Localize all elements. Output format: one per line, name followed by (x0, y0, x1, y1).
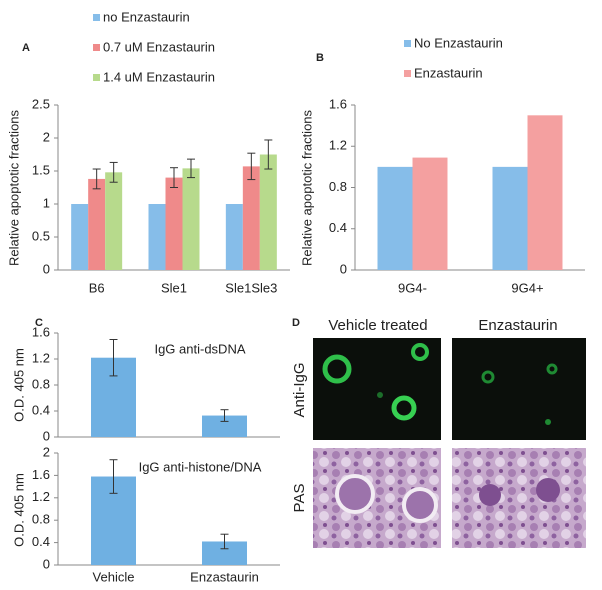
x-tick-label: B6 (89, 280, 105, 295)
x-tick-label: Sle1 (161, 280, 187, 295)
y-tick-label: 1.5 (32, 162, 50, 177)
legend-swatch (93, 74, 100, 81)
panel-label: C (35, 317, 43, 329)
x-tick-label: 9G4- (398, 280, 427, 295)
micrograph (313, 448, 441, 548)
legend-label: Enzastaurin (414, 65, 483, 80)
y-tick-label: 1.6 (32, 467, 50, 482)
y-tick-label: 0.4 (329, 220, 347, 235)
panel-label: A (22, 42, 30, 54)
y-axis-label: O.D. 405 nm (11, 473, 26, 547)
y-tick-label: 2 (43, 129, 50, 144)
y-axis-label: Relative apoptotic fractions (6, 109, 21, 266)
bar (202, 415, 247, 437)
bar (105, 172, 123, 270)
legend-label: no Enzastaurin (103, 9, 190, 24)
y-tick-label: 1 (43, 195, 50, 210)
row-title: PAS (291, 484, 308, 513)
bar (527, 115, 563, 270)
bar (182, 168, 200, 270)
panel-label: B (316, 52, 324, 64)
x-tick-label: 9G4+ (511, 280, 543, 295)
bar (225, 204, 243, 270)
column-title: Enzastaurin (478, 317, 557, 334)
legend-label: No Enzastaurin (414, 35, 503, 50)
y-tick-label: 1.2 (32, 489, 50, 504)
bar (412, 157, 448, 270)
bar (148, 204, 166, 270)
y-tick-label: 0 (340, 261, 347, 276)
x-tick-label: Sle1Sle3 (225, 280, 277, 295)
micrograph (452, 338, 586, 440)
bar (377, 166, 413, 270)
micrograph (452, 448, 586, 548)
legend-label: 0.7 uM Enzastaurin (103, 39, 215, 54)
y-tick-label: 0.4 (32, 402, 50, 417)
legend-swatch (93, 44, 100, 51)
annotation: IgG anti-histone/DNA (139, 459, 262, 474)
bar (88, 178, 106, 270)
y-tick-label: 1.2 (32, 350, 50, 365)
y-tick-label: 1.2 (329, 138, 347, 153)
y-tick-label: 0 (43, 556, 50, 571)
bar (71, 204, 89, 270)
bar (492, 166, 528, 270)
y-tick-label: 0.8 (32, 376, 50, 391)
bar (242, 166, 260, 270)
y-axis-label: Relative apoptotic fractions (299, 109, 314, 266)
bar (202, 541, 247, 565)
y-tick-label: 0.8 (329, 179, 347, 194)
row-title: Anti-IgG (291, 362, 308, 417)
y-tick-label: 0 (43, 428, 50, 443)
y-tick-label: 2.5 (32, 96, 50, 111)
bar (165, 177, 183, 270)
legend-swatch (93, 14, 100, 21)
y-tick-label: 0 (43, 261, 50, 276)
column-title: Vehicle treated (328, 317, 427, 334)
micrograph (313, 338, 441, 440)
y-tick-label: 2 (43, 444, 50, 459)
y-tick-label: 0.8 (32, 512, 50, 527)
y-tick-label: 1.6 (32, 324, 50, 339)
y-axis-label: O.D. 405 nm (11, 348, 26, 422)
y-tick-label: 0.4 (32, 534, 50, 549)
annotation: IgG anti-dsDNA (154, 341, 245, 356)
y-tick-label: 1.6 (329, 96, 347, 111)
legend-label: 1.4 uM Enzastaurin (103, 69, 215, 84)
y-tick-label: 0.5 (32, 228, 50, 243)
panel-label: D (292, 317, 300, 329)
bar (259, 154, 277, 270)
legend-swatch (404, 70, 411, 77)
legend-swatch (404, 40, 411, 47)
x-tick-label: Vehicle (93, 569, 135, 584)
x-tick-label: Enzastaurin (190, 569, 259, 584)
